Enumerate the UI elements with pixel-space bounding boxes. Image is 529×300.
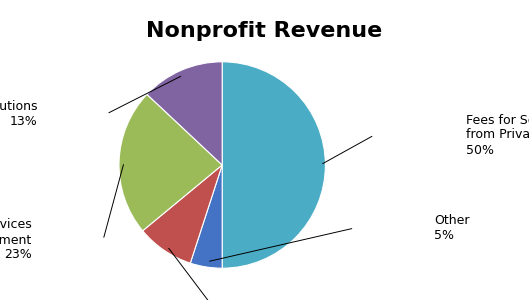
Wedge shape xyxy=(119,94,222,231)
Wedge shape xyxy=(190,165,222,268)
Wedge shape xyxy=(143,165,222,263)
Text: Other
5%: Other 5% xyxy=(434,214,469,242)
Wedge shape xyxy=(147,62,222,165)
Text: Private Contributions
13%: Private Contributions 13% xyxy=(0,100,37,128)
Text: Nonprofit Revenue: Nonprofit Revenue xyxy=(147,21,382,41)
Text: Fees for Services & Goods
from Private Sources
50%: Fees for Services & Goods from Private S… xyxy=(466,113,529,157)
Wedge shape xyxy=(222,62,325,268)
Text: Fees for Services
& Goods from Government
23%: Fees for Services & Goods from Governmen… xyxy=(0,218,32,262)
